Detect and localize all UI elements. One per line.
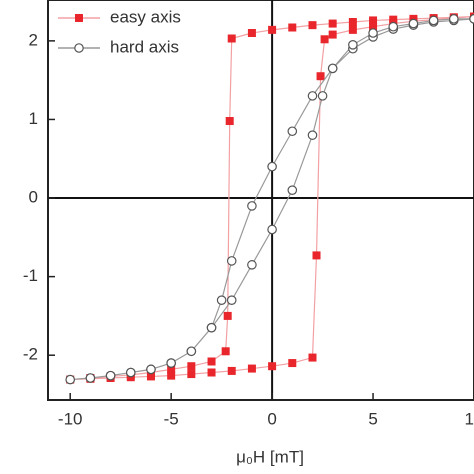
data-point	[287, 126, 298, 137]
data-point	[223, 311, 232, 320]
data-point	[287, 185, 298, 195]
data-point	[348, 25, 357, 34]
data-point	[369, 22, 378, 31]
data-point	[320, 35, 329, 44]
data-point	[317, 91, 328, 101]
legend-label: easy axis	[110, 7, 181, 26]
legend-marker	[75, 14, 83, 22]
data-point	[186, 346, 197, 357]
data-point	[348, 39, 358, 50]
data-point	[469, 14, 474, 24]
data-point	[226, 295, 237, 305]
data-point	[369, 16, 378, 25]
data-point	[227, 366, 236, 375]
data-point	[247, 260, 257, 270]
data-point	[267, 224, 277, 235]
data-point	[207, 357, 216, 366]
data-point	[428, 15, 439, 26]
legend-label: hard axis	[110, 37, 179, 56]
y-tick-label: -2	[23, 345, 38, 364]
y-tick-label: 1	[29, 109, 38, 128]
data-point	[221, 347, 230, 356]
y-tick-label: 2	[29, 30, 38, 49]
data-point	[227, 34, 236, 43]
data-point	[268, 362, 277, 371]
y-tick-label: -1	[23, 266, 38, 285]
plot-frame	[47, 0, 474, 401]
data-point	[247, 201, 257, 211]
data-point	[327, 63, 338, 74]
data-point	[207, 368, 216, 377]
data-point	[308, 21, 317, 30]
data-point	[288, 359, 297, 368]
y-tick-label: 0	[29, 188, 38, 207]
data-point	[85, 373, 96, 383]
data-point	[167, 365, 176, 374]
data-point	[328, 19, 337, 28]
data-point	[125, 367, 136, 378]
data-point	[166, 358, 176, 368]
data-point	[408, 18, 419, 29]
data-point	[187, 362, 196, 371]
data-point	[268, 25, 277, 34]
data-point	[328, 30, 337, 39]
data-point	[267, 161, 277, 172]
data-point	[226, 256, 237, 266]
data-point	[146, 372, 155, 381]
x-tick-label: -10	[58, 409, 83, 428]
data-point	[449, 14, 459, 24]
data-point	[225, 117, 234, 126]
data-point	[65, 374, 76, 385]
data-point	[187, 370, 196, 379]
data-point	[348, 18, 357, 27]
data-point	[146, 364, 156, 375]
x-tick-label: 10	[465, 409, 474, 428]
data-point	[247, 364, 256, 373]
data-point	[388, 21, 399, 32]
data-point	[316, 72, 325, 81]
x-tick-label: 5	[368, 409, 377, 428]
data-point	[312, 251, 321, 260]
data-point	[167, 371, 176, 380]
x-tick-label: 0	[267, 409, 276, 428]
data-point	[105, 370, 116, 381]
data-point	[216, 295, 227, 305]
data-point	[288, 23, 297, 32]
data-point	[307, 91, 318, 101]
data-point	[308, 353, 317, 362]
data-point	[368, 28, 378, 38]
legend-marker	[74, 43, 84, 53]
x-tick-label: -5	[164, 409, 179, 428]
x-axis-label: μ₀H [mT]	[236, 447, 304, 466]
data-point	[307, 130, 318, 140]
data-point	[206, 322, 217, 333]
data-point	[247, 29, 256, 38]
